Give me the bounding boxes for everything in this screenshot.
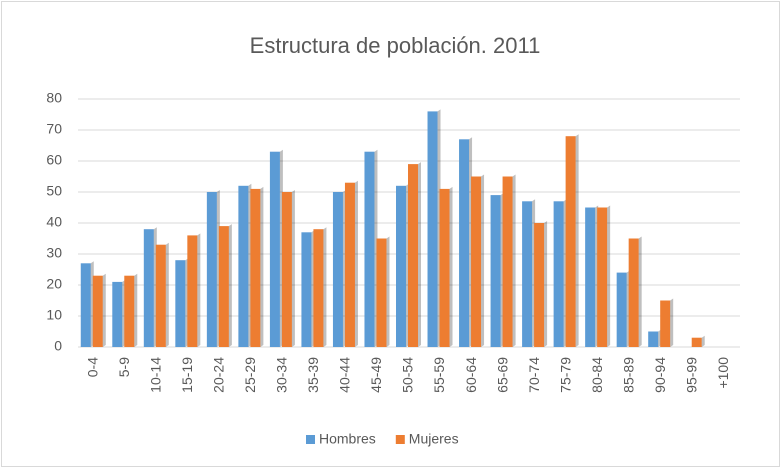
x-tick-label: 80-84 (589, 357, 605, 393)
bar (206, 192, 217, 347)
x-tick-label: 20-24 (211, 357, 227, 393)
bar (301, 232, 312, 347)
x-tick-label: 10-14 (148, 357, 164, 393)
y-tick-label: 70 (46, 121, 62, 137)
y-tick-label: 10 (46, 307, 62, 323)
x-tick-label: 60-64 (463, 357, 479, 393)
bar-side (512, 174, 516, 347)
bar-side (291, 190, 295, 347)
bar (313, 229, 324, 347)
x-tick-label: 25-29 (242, 357, 258, 393)
bar (616, 272, 627, 347)
bar (439, 188, 450, 347)
chart-title: Estructura de población. 2011 (250, 33, 541, 58)
x-tick-label: 5-9 (116, 357, 132, 377)
bar (187, 235, 198, 347)
bar (364, 151, 375, 347)
bar-side (228, 224, 232, 347)
bar-side (354, 180, 358, 347)
x-tick-label: 70-74 (526, 357, 542, 393)
bar (459, 139, 470, 347)
bar (344, 182, 355, 347)
bar (585, 207, 596, 347)
bar-side (638, 236, 642, 347)
x-tick-label: 65-69 (494, 357, 510, 393)
x-tick-label: 15-19 (179, 357, 195, 393)
bar (376, 238, 387, 347)
y-tick-label: 30 (46, 245, 62, 261)
bar-side (701, 335, 705, 347)
bar (124, 275, 135, 347)
bar (628, 238, 639, 347)
bar (648, 331, 659, 347)
bar-side (449, 186, 453, 347)
bar-side (260, 186, 264, 347)
bar (175, 260, 186, 347)
y-tick-label: 60 (46, 152, 62, 168)
bar (396, 185, 406, 347)
x-tick-label: 85-89 (620, 357, 636, 393)
bar-side (134, 273, 138, 347)
y-tick-label: 20 (46, 276, 62, 292)
bar (238, 185, 249, 347)
bar-side (670, 298, 674, 347)
bar (408, 164, 418, 347)
bar-side (386, 236, 390, 347)
bar (490, 195, 501, 347)
bar (691, 337, 702, 347)
bar (218, 226, 229, 347)
bar (471, 176, 482, 347)
bar (534, 223, 545, 347)
bar (522, 201, 533, 347)
x-tick-label: 45-49 (368, 357, 384, 393)
legend-swatch (306, 435, 315, 444)
bar-side (165, 242, 169, 347)
bar-side (323, 227, 327, 347)
bar (112, 281, 123, 347)
bar (250, 188, 261, 347)
bar (269, 151, 280, 347)
x-tick-label: 30-34 (274, 357, 290, 393)
bar-side (102, 273, 106, 347)
bar (597, 207, 608, 347)
bar-side (544, 221, 548, 347)
bar (553, 201, 564, 347)
legend-label: Hombres (319, 431, 376, 447)
bar (281, 192, 292, 347)
bar-side (607, 205, 611, 347)
bar (332, 192, 343, 347)
y-tick-label: 80 (46, 90, 62, 106)
bar-side (481, 174, 485, 347)
bar-side (418, 162, 421, 347)
x-tick-label: +100 (715, 357, 731, 389)
legend-label: Mujeres (409, 431, 459, 447)
bar (155, 244, 166, 347)
y-tick-label: 50 (46, 183, 62, 199)
x-tick-label: 90-94 (652, 357, 668, 393)
x-tick-label: 35-39 (305, 357, 321, 393)
y-tick-label: 40 (46, 214, 62, 230)
bar (143, 229, 154, 347)
x-tick-label: 95-99 (683, 357, 699, 393)
legend-swatch (395, 435, 405, 444)
x-tick-label: 50-54 (400, 357, 416, 393)
x-tick-label: 55-59 (431, 357, 447, 393)
y-tick-label: 0 (54, 338, 62, 354)
x-tick-label: 40-44 (337, 357, 353, 393)
x-tick-label: 75-79 (557, 357, 573, 393)
bar (565, 136, 576, 347)
bar (427, 111, 438, 348)
x-tick-label: 0-4 (84, 357, 100, 377)
bar (660, 300, 671, 347)
bar-side (197, 233, 201, 347)
bar (80, 263, 91, 347)
bar (502, 176, 513, 347)
bar-side (575, 134, 579, 347)
bar (92, 275, 103, 347)
